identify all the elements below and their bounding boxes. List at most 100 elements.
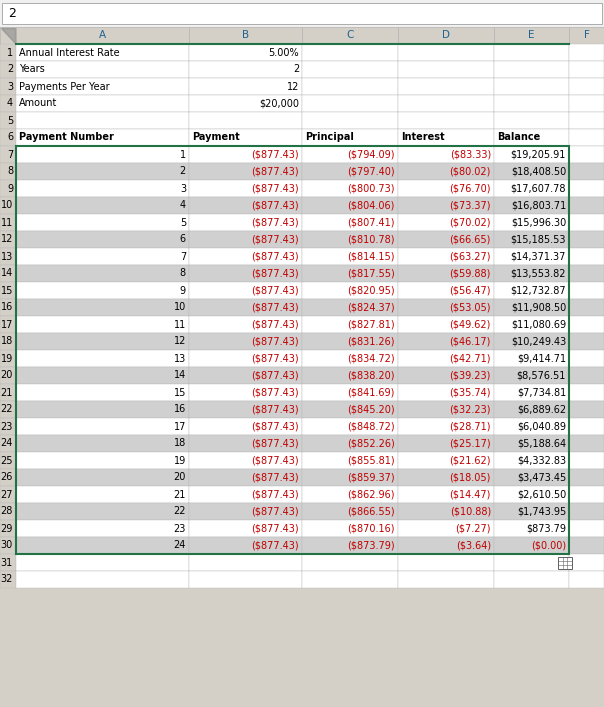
Text: ($49.62): ($49.62) — [449, 320, 491, 329]
Bar — [494, 44, 569, 61]
Bar — [302, 129, 398, 146]
Bar — [398, 197, 494, 214]
Bar — [16, 197, 189, 214]
Bar — [189, 61, 302, 78]
Text: $13,553.82: $13,553.82 — [510, 269, 566, 279]
Text: ($824.37): ($824.37) — [347, 303, 395, 312]
Text: Payment: Payment — [192, 132, 240, 143]
Bar — [16, 27, 189, 44]
Bar — [398, 112, 494, 129]
Text: ($814.15): ($814.15) — [347, 252, 395, 262]
Text: ($73.37): ($73.37) — [449, 201, 491, 211]
Bar — [0, 129, 16, 146]
Bar — [0, 214, 16, 231]
Bar — [189, 248, 302, 265]
Bar — [569, 503, 604, 520]
Text: ($845.20): ($845.20) — [347, 404, 395, 414]
Bar — [569, 197, 604, 214]
Bar — [569, 180, 604, 197]
Bar — [189, 112, 302, 129]
Bar — [569, 435, 604, 452]
Text: 11: 11 — [174, 320, 186, 329]
Text: 19: 19 — [174, 455, 186, 465]
Text: 15: 15 — [1, 286, 13, 296]
Text: C: C — [346, 30, 354, 40]
Bar — [494, 384, 569, 401]
Polygon shape — [1, 28, 15, 43]
Text: 13: 13 — [1, 252, 13, 262]
Text: 14: 14 — [174, 370, 186, 380]
Bar — [398, 367, 494, 384]
Text: $6,040.89: $6,040.89 — [517, 421, 566, 431]
Bar — [189, 95, 302, 112]
Text: 28: 28 — [1, 506, 13, 517]
Text: ($42.71): ($42.71) — [449, 354, 491, 363]
Text: ($800.73): ($800.73) — [347, 184, 395, 194]
Text: 18: 18 — [1, 337, 13, 346]
Text: ($59.88): ($59.88) — [449, 269, 491, 279]
Text: ($831.26): ($831.26) — [347, 337, 395, 346]
Bar — [569, 214, 604, 231]
Bar — [16, 163, 189, 180]
Text: E: E — [528, 30, 535, 40]
Bar — [0, 112, 16, 129]
Bar — [569, 418, 604, 435]
Bar — [398, 401, 494, 418]
Text: 15: 15 — [173, 387, 186, 397]
Bar — [569, 27, 604, 44]
Bar — [16, 401, 189, 418]
Text: $6,889.62: $6,889.62 — [517, 404, 566, 414]
Bar — [302, 27, 398, 44]
Text: Years: Years — [19, 64, 45, 74]
Bar — [189, 435, 302, 452]
Bar — [16, 367, 189, 384]
Bar — [189, 486, 302, 503]
Text: $12,732.87: $12,732.87 — [510, 286, 566, 296]
Text: 21: 21 — [173, 489, 186, 500]
Text: $14,371.37: $14,371.37 — [510, 252, 566, 262]
Text: D: D — [442, 30, 450, 40]
Bar — [16, 146, 569, 554]
Text: ($877.43): ($877.43) — [251, 387, 299, 397]
Bar — [398, 180, 494, 197]
Bar — [569, 78, 604, 95]
Text: $11,080.69: $11,080.69 — [511, 320, 566, 329]
Bar — [398, 27, 494, 44]
Bar — [302, 418, 398, 435]
Bar — [494, 27, 569, 44]
Bar — [398, 231, 494, 248]
Text: ($877.43): ($877.43) — [251, 269, 299, 279]
Bar — [494, 401, 569, 418]
Bar — [302, 78, 398, 95]
Text: 4: 4 — [180, 201, 186, 211]
Bar — [0, 452, 16, 469]
Bar — [569, 520, 604, 537]
Bar — [398, 95, 494, 112]
Text: 16: 16 — [174, 404, 186, 414]
Text: ($834.72): ($834.72) — [347, 354, 395, 363]
Text: 20: 20 — [173, 472, 186, 482]
Bar — [302, 163, 398, 180]
Text: ($852.26): ($852.26) — [347, 438, 395, 448]
Text: ($877.43): ($877.43) — [251, 286, 299, 296]
Bar — [398, 520, 494, 537]
Bar — [494, 299, 569, 316]
Text: ($841.69): ($841.69) — [348, 387, 395, 397]
Text: ($877.43): ($877.43) — [251, 472, 299, 482]
Bar — [189, 78, 302, 95]
Bar — [0, 418, 16, 435]
Text: $5,188.64: $5,188.64 — [517, 438, 566, 448]
Text: ($877.43): ($877.43) — [251, 370, 299, 380]
Bar — [302, 452, 398, 469]
Text: ($10.88): ($10.88) — [450, 506, 491, 517]
Bar — [398, 486, 494, 503]
Bar — [0, 435, 16, 452]
Text: ($877.43): ($877.43) — [251, 404, 299, 414]
Bar — [398, 163, 494, 180]
Bar — [398, 384, 494, 401]
Text: B: B — [242, 30, 249, 40]
Text: 8: 8 — [180, 269, 186, 279]
Bar — [398, 265, 494, 282]
Bar — [189, 401, 302, 418]
Text: $7,734.81: $7,734.81 — [517, 387, 566, 397]
